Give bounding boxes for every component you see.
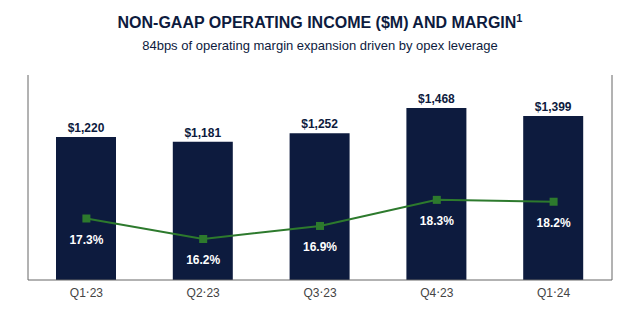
svg-text:$1,252: $1,252	[301, 118, 338, 132]
svg-text:$1,220: $1,220	[68, 121, 105, 135]
svg-text:16.9%: 16.9%	[303, 240, 337, 254]
svg-text:18.3%: 18.3%	[420, 214, 454, 228]
svg-text:18.2%: 18.2%	[537, 216, 571, 230]
svg-text:17.3%: 17.3%	[69, 233, 103, 247]
svg-text:Q1‧24: Q1‧24	[537, 286, 570, 300]
svg-text:Q1‧23: Q1‧23	[70, 286, 103, 300]
svg-text:Q2‧23: Q2‧23	[187, 286, 220, 300]
svg-text:$1,181: $1,181	[184, 126, 221, 140]
svg-text:$1,468: $1,468	[418, 92, 455, 106]
html-text:84bps of operating margin expa: 84bps of operating margin expansion driv…	[142, 38, 498, 54]
svg-text:$1,399: $1,399	[535, 100, 572, 114]
svg-text:Q4‧23: Q4‧23	[420, 286, 453, 300]
svg-text:16.2%: 16.2%	[186, 254, 220, 268]
svg-text:Q3‧23: Q3‧23	[303, 286, 336, 300]
html-text:NON-GAAP OPERATING INCOME ($M): NON-GAAP OPERATING INCOME ($M) AND MARGI…	[117, 12, 523, 32]
